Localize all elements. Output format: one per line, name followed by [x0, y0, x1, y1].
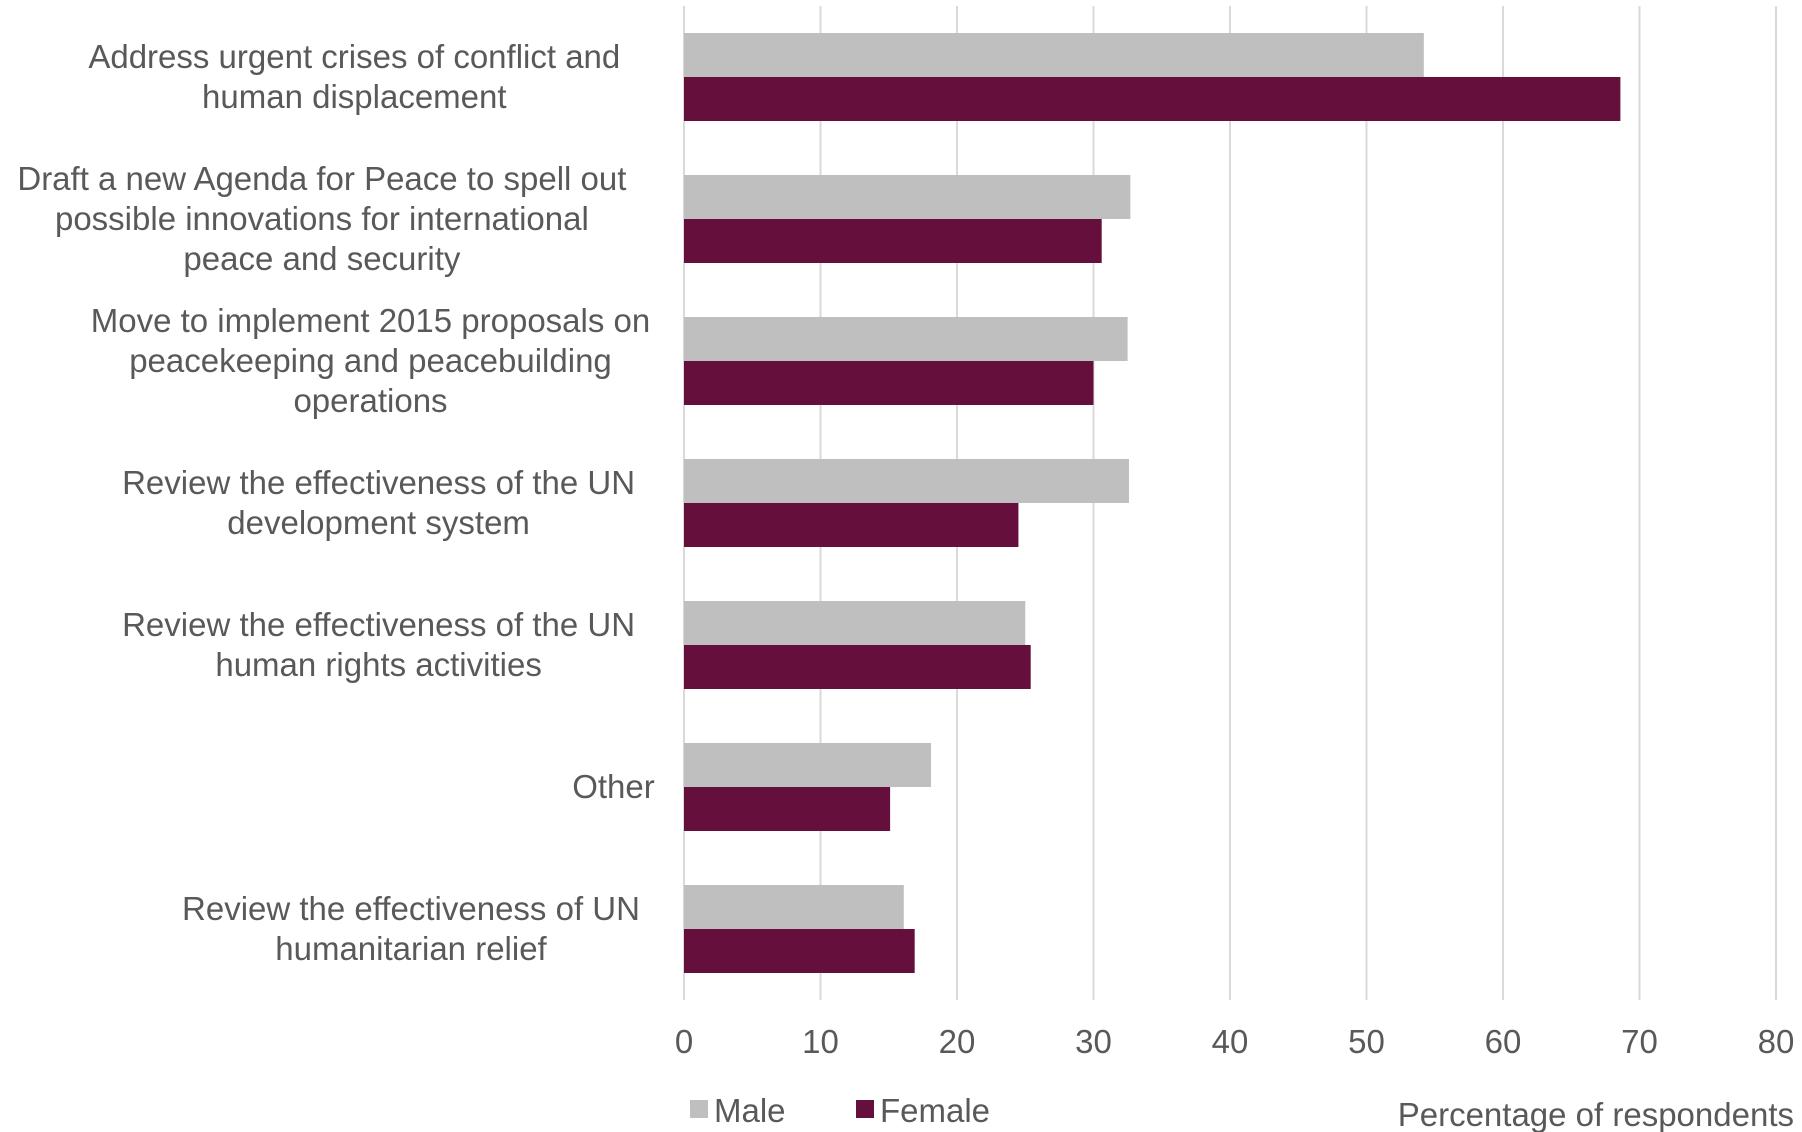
x-tick-label-30: 30 [1075, 1023, 1112, 1060]
x-tick-label-0: 0 [675, 1023, 693, 1060]
category-label-line: operations [293, 382, 447, 419]
x-tick-label-40: 40 [1212, 1023, 1249, 1060]
category-label-line: peacekeeping and peacebuilding [129, 342, 612, 379]
x-axis-label: Percentage of respondents [1398, 1096, 1794, 1132]
bar-male-2: Male: 32.5 [684, 317, 1128, 361]
bar-female-0: Female: 68.6 [684, 77, 1621, 121]
x-tick-label-70: 70 [1621, 1023, 1658, 1060]
category-label-line: Address urgent crises of conflict and [88, 38, 620, 75]
category-label-line: humanitarian relief [275, 930, 547, 967]
category-label-line: possible innovations for international [55, 200, 589, 237]
bar-female-2: Female: 30 [684, 361, 1094, 405]
bar-female-5: Female: 15.1 [684, 787, 891, 831]
gridlines [683, 6, 1777, 1000]
legend-swatch-female [856, 1100, 874, 1118]
category-label-line: Other [572, 768, 655, 805]
bars: Male: 54.2Female: 68.6Male: 32.7Female: … [684, 33, 1621, 973]
bar-male-6: Male: 16.1 [684, 885, 904, 929]
category-label-line: human displacement [202, 78, 507, 115]
bar-male-5: Male: 18.1 [684, 743, 932, 787]
bar-male-0: Male: 54.2 [684, 33, 1424, 77]
category-label-4: Review the effectiveness of the UN human … [122, 606, 635, 683]
bar-female-1: Female: 30.6 [684, 219, 1102, 263]
category-label-line: Draft a new Agenda for Peace to spell ou… [17, 160, 626, 197]
bar-male-3: Male: 32.6 [684, 459, 1129, 503]
legend: Male Female [690, 1092, 990, 1129]
bar-female-3: Female: 24.5 [684, 503, 1019, 547]
category-label-2: Move to implement 2015 proposals on peace… [91, 302, 651, 419]
category-label-1: Draft a new Agenda for Peace to spell ou… [17, 160, 626, 277]
category-label-line: Review the effectiveness of the UN [122, 464, 635, 501]
x-tick-label-80: 80 [1758, 1023, 1795, 1060]
x-tick-label-50: 50 [1348, 1023, 1385, 1060]
category-label-line: Review the effectiveness of the UN [122, 606, 635, 643]
bar-female-4: Female: 25.4 [684, 645, 1031, 689]
category-label-line: human rights activities [215, 646, 541, 683]
category-label-6: Review the effectiveness of UN humanitari… [182, 890, 640, 967]
x-tick-label-20: 20 [939, 1023, 976, 1060]
category-label-3: Review the effectiveness of the UN develo… [122, 464, 635, 541]
category-label-5: Other [572, 768, 655, 805]
x-tick-label-10: 10 [802, 1023, 839, 1060]
legend-label-female: Female [880, 1092, 990, 1129]
legend-swatch-male [690, 1100, 708, 1118]
bar-female-6: Female: 16.9 [684, 929, 915, 973]
x-tick-label-60: 60 [1485, 1023, 1522, 1060]
category-labels: Address urgent crises of conflict and hum… [17, 38, 654, 967]
category-label-line: Review the effectiveness of UN [182, 890, 640, 927]
bar-male-1: Male: 32.7 [684, 175, 1131, 219]
category-label-line: development system [227, 504, 530, 541]
legend-label-male: Male [714, 1092, 786, 1129]
x-tick-labels: 0 10 20 30 40 50 60 70 80 [675, 1023, 1795, 1060]
category-label-line: Move to implement 2015 proposals on [91, 302, 651, 339]
category-label-line: peace and security [183, 240, 461, 277]
bar-male-4: Male: 25 [684, 601, 1026, 645]
category-label-0: Address urgent crises of conflict and hum… [88, 38, 620, 115]
